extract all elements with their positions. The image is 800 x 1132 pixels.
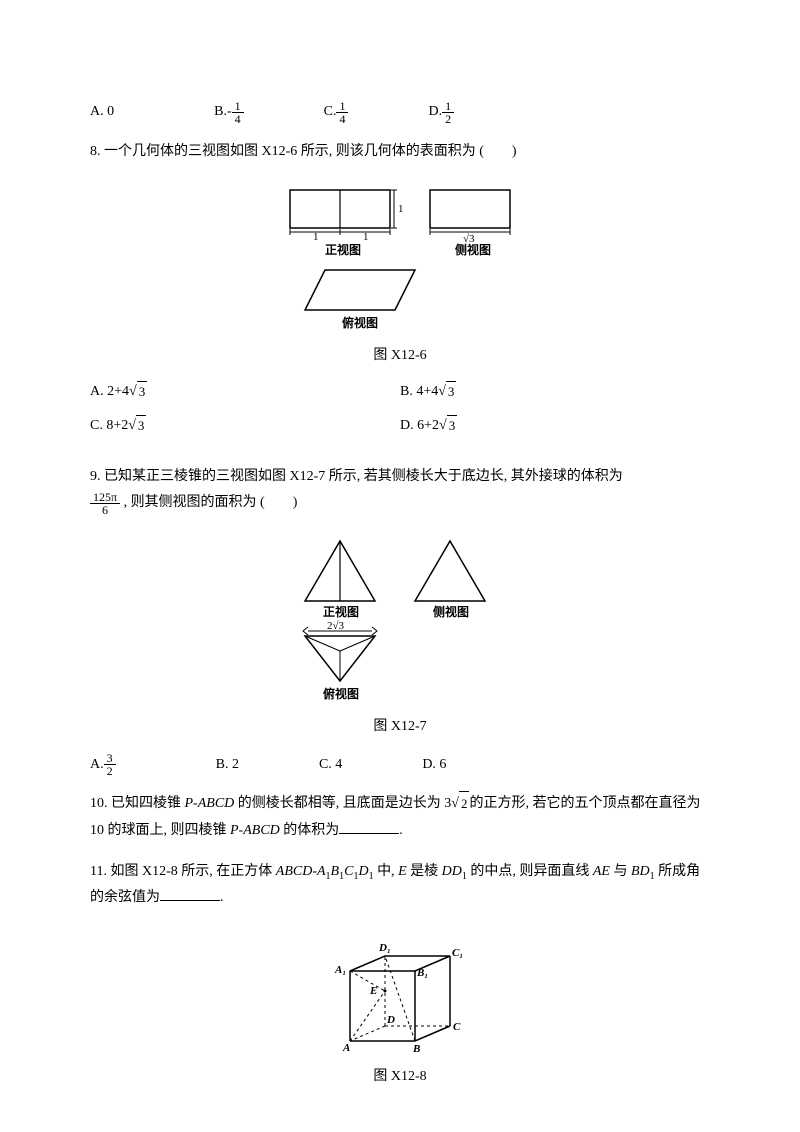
svg-text:正视图: 正视图: [323, 604, 359, 619]
svg-text:C₁: C₁: [452, 947, 463, 959]
q10-blank: [339, 820, 399, 834]
svg-text:E: E: [369, 985, 377, 997]
q11-stem: 11. 如图 X12-8 所示, 在正方体 ABCD-A1B1C1D1 中, E…: [90, 859, 710, 912]
q8-opt-b: B. 4+4√3: [400, 381, 456, 403]
svg-text:俯视图: 俯视图: [342, 315, 378, 330]
q9-opt-d: D. 6: [422, 754, 446, 776]
q8-opt-c: C. 8+2√3: [90, 415, 146, 437]
svg-text:2√3: 2√3: [327, 620, 345, 632]
svg-text:D₁: D₁: [378, 942, 391, 954]
q8-caption: 图 X12-6: [90, 345, 710, 367]
q9-figure: 正视图 侧视图 2√3 俯视图: [90, 531, 710, 706]
svg-text:1: 1: [313, 231, 319, 243]
svg-text:A₁: A₁: [334, 964, 346, 976]
svg-text:D: D: [386, 1014, 395, 1026]
q9-opt-c: C. 4: [319, 754, 342, 776]
q11-figure: A B C D A₁ B₁ C₁ D₁ E: [90, 926, 710, 1056]
svg-text:B: B: [412, 1043, 420, 1055]
q11-caption: 图 X12-8: [90, 1066, 710, 1088]
svg-text:1: 1: [398, 203, 404, 215]
q7-opt-a: A. 0: [90, 101, 114, 123]
q8-options: A. 2+4√3 C. 8+2√3 B. 4+4√3 D. 6+2√3: [90, 381, 710, 450]
q7-opt-b: B. - 14: [214, 100, 244, 125]
svg-text:C: C: [453, 1021, 461, 1033]
svg-text:侧视图: 侧视图: [455, 242, 491, 257]
q7-opt-d: D. 12: [428, 100, 454, 125]
svg-text:侧视图: 侧视图: [433, 604, 469, 619]
q9-caption: 图 X12-7: [90, 716, 710, 738]
svg-text:B₁: B₁: [416, 967, 428, 979]
q7-opt-c: C. 14: [324, 100, 349, 125]
q8-figure: 1 1 1 正视图 √3 侧视图 俯视图: [90, 180, 710, 335]
q9-opt-a: A. 32: [90, 752, 116, 777]
svg-text:俯视图: 俯视图: [323, 686, 359, 701]
q8-opt-a: A. 2+4√3: [90, 381, 147, 403]
q10-stem: 10. 已知四棱锥 P-ABCD 的侧棱长都相等, 且底面是边长为 3√2的正方…: [90, 791, 710, 844]
q9-options: A. 32 B. 2 C. 4 D. 6: [90, 752, 710, 777]
svg-text:正视图: 正视图: [325, 242, 361, 257]
q8-stem: 8. 一个几何体的三视图如图 X12-6 所示, 则该几何体的表面积为 ( ): [90, 139, 710, 166]
svg-text:1: 1: [363, 231, 369, 243]
q11-blank: [160, 887, 220, 901]
q8-opt-d: D. 6+2√3: [400, 415, 457, 437]
svg-text:A: A: [342, 1042, 350, 1054]
q7-options: A. 0 B. - 14 C. 14 D. 12: [90, 100, 710, 125]
q9-stem: 9. 已知某正三棱锥的三视图如图 X12-7 所示, 若其侧棱长大于底边长, 其…: [90, 464, 710, 517]
q9-opt-b: B. 2: [216, 754, 239, 776]
